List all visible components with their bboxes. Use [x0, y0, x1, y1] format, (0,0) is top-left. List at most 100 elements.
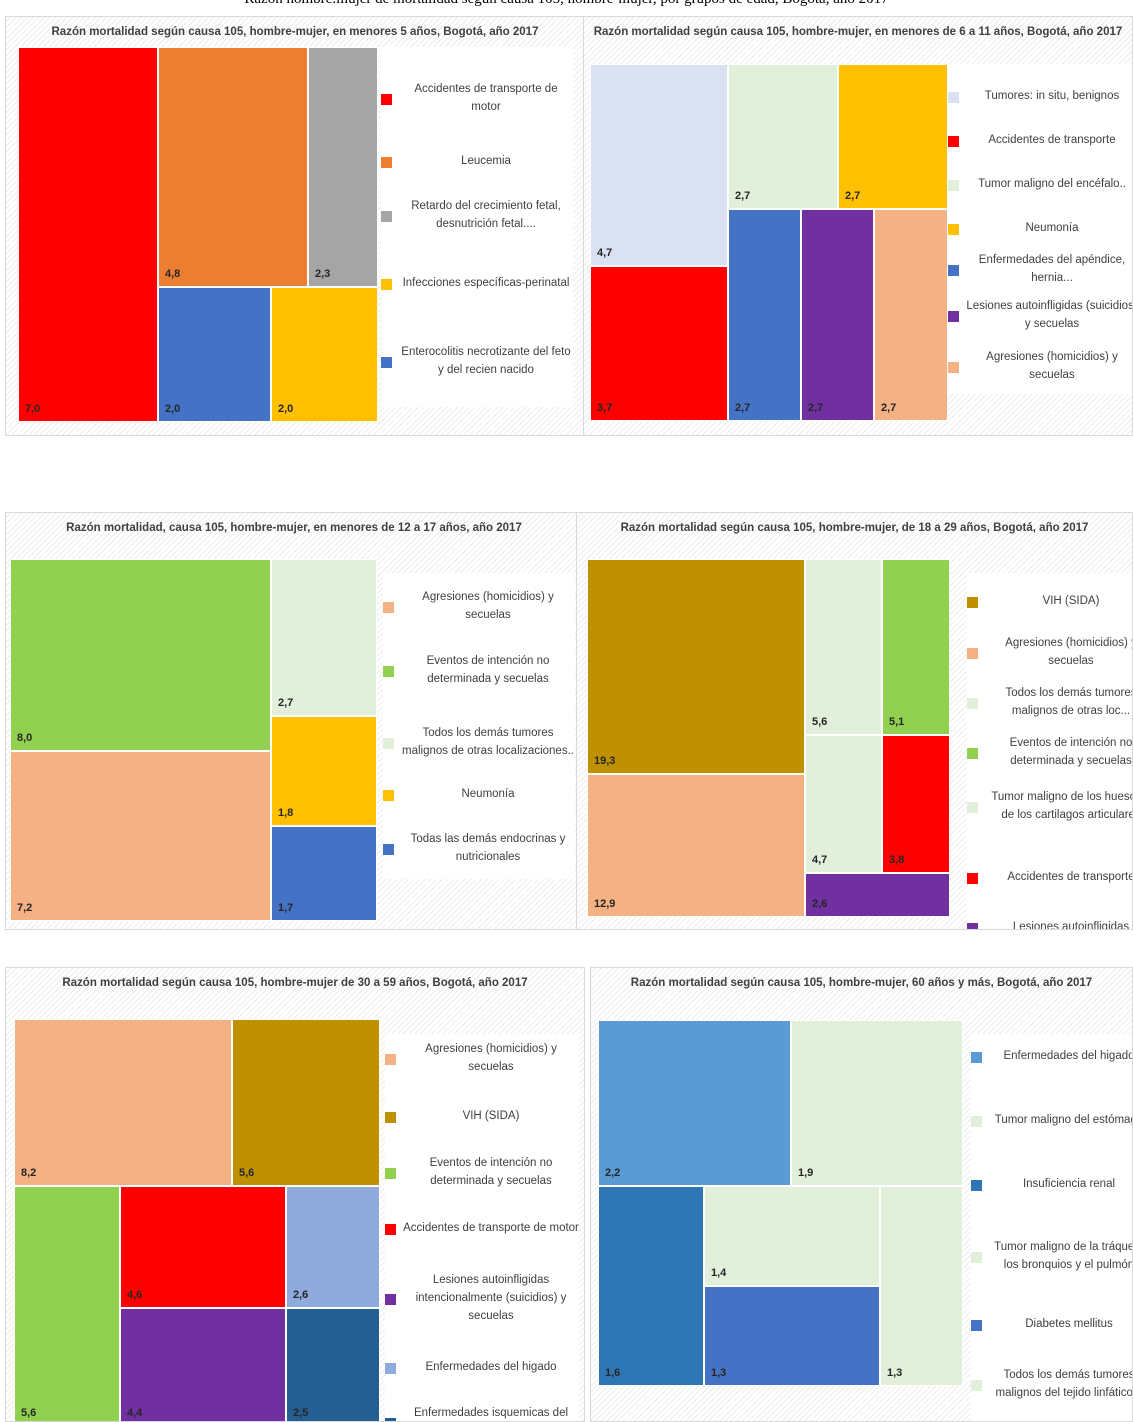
legend-label: Enfermedades del higado — [425, 1361, 557, 1374]
legend-swatch — [383, 789, 394, 801]
legend-swatch — [967, 697, 978, 709]
legend-item: Infecciones específicas-perinatal — [381, 259, 573, 309]
legend-label: Infecciones específicas-perinatal — [402, 277, 570, 290]
tile-value-label: 1,8 — [278, 807, 294, 819]
legend-swatch — [971, 1051, 982, 1063]
treemap-tile: 1,8 — [271, 716, 377, 826]
legend-swatch — [967, 922, 978, 929]
treemap-tile: 8,0 — [10, 559, 271, 751]
tile-value-label: 1,3 — [887, 1367, 903, 1379]
chart-legend: Agresiones (homicidios) y secuelas Evento… — [383, 573, 575, 879]
legend-label: Tumor maligno del estómago — [994, 1114, 1133, 1127]
tile-value-label: 2,6 — [812, 898, 828, 910]
legend-label: Accidentes de transporte — [1007, 871, 1133, 884]
legend-swatch — [971, 1251, 982, 1263]
legend-label: Eventos de intención no determinada y se… — [426, 655, 550, 685]
tile-value-label: 1,6 — [605, 1367, 621, 1379]
treemap-panel-4: Razón mortalidad según causa 105, hombre… — [576, 512, 1133, 930]
legend-swatch — [383, 737, 394, 749]
legend-swatch — [381, 210, 392, 222]
treemap-tile: 7,0 — [18, 47, 158, 422]
treemap-panel-3: Razón mortalidad, causa 105, hombre-muje… — [5, 512, 583, 930]
treemap-tile: 5,6 — [232, 1019, 380, 1186]
legend-item: Lesiones autoinfligidas intencionalmente… — [385, 1264, 579, 1334]
legend-swatch — [967, 596, 978, 608]
tile-value-label: 5,1 — [889, 716, 905, 728]
treemap-tile: 1,3 — [704, 1286, 880, 1386]
tile-value-label: 2,7 — [735, 402, 751, 414]
tile-value-label: 1,4 — [711, 1267, 727, 1279]
chart-title: Razón mortalidad según causa 105, hombre… — [584, 17, 1132, 49]
legend-label: Tumor maligno de la tráquea, los bronqui… — [994, 1241, 1133, 1271]
legend-swatch — [948, 91, 959, 103]
legend-swatch — [381, 356, 392, 368]
legend-swatch — [967, 801, 978, 813]
legend-label: Accidentes de transporte — [988, 134, 1116, 147]
legend-item: Insuficiencia renal — [971, 1170, 1132, 1200]
legend-swatch — [385, 1417, 396, 1421]
legend-item: Enfermedades isquemicas del corazón — [385, 1400, 579, 1421]
tile-value-label: 1,7 — [278, 902, 294, 914]
tile-value-label: 12,9 — [594, 898, 616, 910]
tile-value-label: 2,0 — [165, 403, 181, 415]
legend-label: Tumor maligno de los huesos y de los car… — [991, 791, 1132, 821]
legend-item: Retardo del crecimiento fetal, desnutric… — [381, 191, 573, 241]
treemap-tile: 1,4 — [704, 1186, 880, 1286]
chart-legend: Accidentes de transporte de motor Leucemi… — [381, 47, 573, 407]
treemap-tile: 2,0 — [158, 287, 271, 422]
legend-label: Lesiones autoinfligidas — [1012, 921, 1130, 930]
legend-label: Eventos de intención no determinada y se… — [1009, 737, 1133, 767]
legend-label: Insuficiencia renal — [1022, 1178, 1116, 1191]
treemap-tile: 4,8 — [158, 47, 308, 287]
chart-title: Razón mortalidad, causa 105, hombre-muje… — [6, 513, 582, 545]
tile-value-label: 5,6 — [812, 716, 828, 728]
legend-label: Agresiones (homicidios) y secuelas — [1005, 637, 1133, 667]
treemap-tile: 2,7 — [801, 209, 874, 421]
legend-label: Todos los demás tumores malignos de otra… — [1005, 687, 1133, 717]
legend-item: Accidentes de transporte de motor — [381, 69, 573, 129]
legend-label: Todos los demás tumores malignos de otra… — [402, 727, 574, 757]
legend-label: Lesiones autoinfligidas intencionalmente… — [415, 1274, 567, 1322]
legend-label: Todas las demás endocrinas y nutricional… — [410, 833, 566, 863]
legend-swatch — [948, 223, 959, 235]
treemap-tile: 2,2 — [598, 1020, 791, 1186]
legend-item: Todos los demás tumores malignos de otra… — [967, 683, 1133, 723]
legend-item: Accidentes de transporte — [948, 126, 1132, 156]
treemap-tile: 4,6 — [120, 1186, 286, 1308]
treemap-tile: 3,8 — [882, 735, 950, 873]
legend-label: Accidentes de transporte de motor — [414, 83, 558, 113]
legend-swatch — [381, 156, 392, 168]
legend-item: VIH (SIDA) — [385, 1100, 579, 1134]
legend-label: Enterocolitis necrotizante del feto y de… — [401, 346, 571, 376]
legend-swatch — [948, 310, 959, 322]
chart-legend: Enfermedades del higado Tumor maligno del… — [971, 1034, 1133, 1421]
legend-item: Agresiones (homicidios) y secuelas — [967, 633, 1133, 673]
chart-title: Razón mortalidad según causa 105, hombre… — [6, 968, 584, 1000]
treemap-tile: 12,9 — [587, 774, 805, 917]
tile-value-label: 8,0 — [17, 732, 33, 744]
treemap-panel-2: Razón mortalidad según causa 105, hombre… — [583, 16, 1133, 436]
legend-label: Tumores: in situ, benignos — [984, 90, 1120, 103]
tile-value-label: 5,6 — [21, 1407, 37, 1419]
legend-swatch — [385, 1362, 396, 1374]
tile-value-label: 3,8 — [889, 854, 905, 866]
treemap-tile: 4,4 — [120, 1308, 286, 1421]
legend-swatch — [381, 278, 392, 290]
legend-item: Tumores: in situ, benignos — [948, 82, 1132, 112]
legend-item: Agresiones (homicidios) y secuelas — [948, 346, 1132, 388]
tile-value-label: 5,6 — [239, 1167, 255, 1179]
legend-label: VIH (SIDA) — [1042, 595, 1100, 608]
legend-item: Enfermedades del apéndice, hernia... — [948, 250, 1132, 290]
treemap-tile: 4,7 — [590, 64, 728, 266]
legend-swatch — [383, 665, 394, 677]
legend-label: Agresiones (homicidios) y secuelas — [422, 591, 554, 621]
chart-title: Razón mortalidad según causa 105, hombre… — [591, 968, 1132, 1000]
legend-item: Tumor maligno de la tráquea, los bronqui… — [971, 1222, 1133, 1292]
treemap-tile: 3,7 — [590, 266, 728, 421]
legend-label: VIH (SIDA) — [462, 1110, 520, 1123]
tile-value-label: 4,6 — [127, 1289, 143, 1301]
tile-value-label: 19,3 — [594, 755, 616, 767]
tile-value-label: 2,2 — [605, 1167, 621, 1179]
legend-label: Lesiones autoinfligidas (suicidios) y se… — [966, 300, 1133, 330]
legend-label: Tumor maligno del encéfalo.. — [978, 178, 1126, 191]
